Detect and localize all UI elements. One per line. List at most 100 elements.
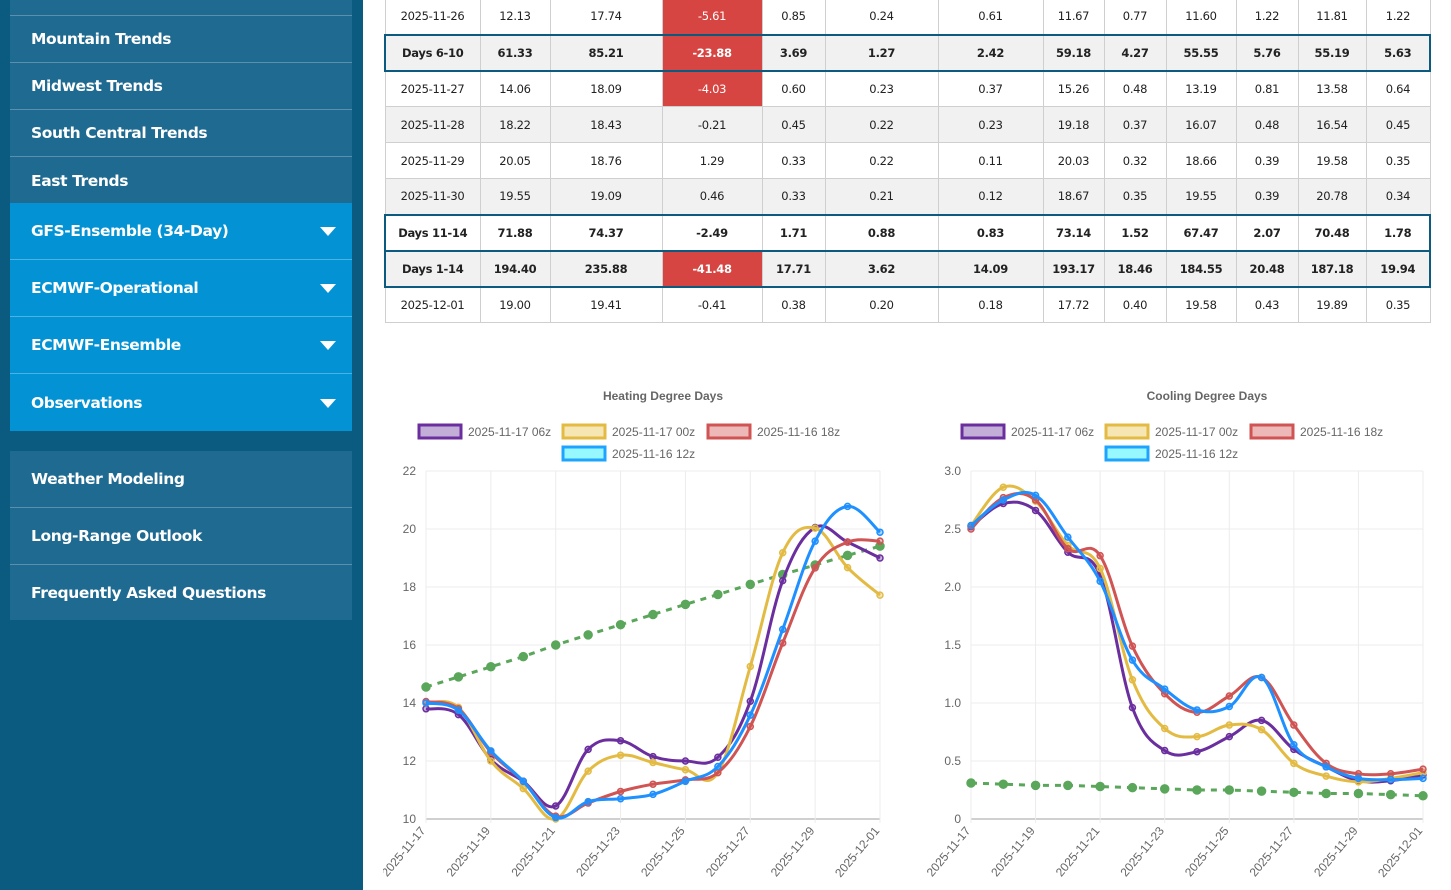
data-point[interactable] bbox=[1321, 788, 1331, 799]
data-point[interactable] bbox=[1160, 724, 1169, 733]
data-point[interactable] bbox=[746, 711, 755, 719]
data-point[interactable] bbox=[811, 564, 819, 572]
data-point[interactable] bbox=[1031, 506, 1040, 515]
data-point[interactable] bbox=[584, 745, 592, 754]
data-point[interactable] bbox=[486, 662, 496, 672]
data-point[interactable] bbox=[487, 757, 495, 765]
data-point[interactable] bbox=[1419, 765, 1427, 773]
data-point[interactable] bbox=[811, 537, 819, 545]
data-point[interactable] bbox=[811, 524, 819, 532]
data-point[interactable] bbox=[551, 813, 560, 822]
nav-item-long-range-outlook[interactable]: Long-Range Outlook bbox=[10, 508, 352, 565]
data-point[interactable] bbox=[1386, 775, 1395, 784]
data-point[interactable] bbox=[1159, 784, 1170, 794]
legend-item[interactable]: 2025-11-16 12z bbox=[561, 445, 695, 462]
data-point[interactable] bbox=[713, 589, 723, 600]
data-point[interactable] bbox=[1289, 787, 1299, 798]
data-point[interactable] bbox=[584, 797, 592, 806]
data-point[interactable] bbox=[1322, 763, 1330, 771]
data-point[interactable] bbox=[1128, 656, 1137, 664]
data-point[interactable] bbox=[1225, 721, 1234, 729]
legend-item[interactable]: 2025-11-17 00z bbox=[1104, 423, 1238, 440]
data-point[interactable] bbox=[1256, 786, 1267, 796]
data-point[interactable] bbox=[778, 639, 787, 647]
data-point[interactable] bbox=[681, 757, 690, 765]
data-point[interactable] bbox=[1290, 721, 1298, 729]
data-point[interactable] bbox=[422, 699, 430, 707]
data-point[interactable] bbox=[519, 777, 528, 786]
data-point[interactable] bbox=[1096, 577, 1104, 585]
data-point[interactable] bbox=[1064, 544, 1072, 553]
nav-item-midwest-trends[interactable]: Midwest Trends bbox=[10, 63, 352, 110]
data-point[interactable] bbox=[843, 502, 852, 511]
data-point[interactable] bbox=[1030, 780, 1041, 791]
data-point[interactable] bbox=[745, 579, 756, 590]
data-point[interactable] bbox=[1418, 791, 1428, 801]
data-point[interactable] bbox=[967, 521, 975, 530]
data-point[interactable] bbox=[649, 758, 657, 767]
data-point[interactable] bbox=[1385, 789, 1396, 800]
data-point[interactable] bbox=[876, 591, 884, 599]
data-point[interactable] bbox=[1419, 774, 1427, 783]
caret-down-icon[interactable] bbox=[320, 227, 336, 236]
data-point[interactable] bbox=[1257, 673, 1266, 682]
data-point[interactable] bbox=[681, 777, 690, 786]
data-point[interactable] bbox=[1225, 732, 1234, 741]
data-point[interactable] bbox=[746, 722, 755, 731]
data-point[interactable] bbox=[1127, 782, 1138, 793]
data-point[interactable] bbox=[1063, 780, 1073, 791]
data-point[interactable] bbox=[998, 779, 1009, 789]
data-point[interactable] bbox=[1354, 774, 1363, 783]
nav-item-weather-modeling[interactable]: Weather Modeling bbox=[10, 451, 352, 508]
data-point[interactable] bbox=[1193, 732, 1201, 741]
data-point[interactable] bbox=[876, 537, 884, 545]
data-point[interactable] bbox=[1095, 781, 1105, 792]
data-point[interactable] bbox=[616, 751, 625, 759]
data-point[interactable] bbox=[487, 747, 495, 755]
data-point[interactable] bbox=[518, 651, 529, 662]
data-point[interactable] bbox=[876, 528, 884, 536]
data-point[interactable] bbox=[1096, 551, 1104, 560]
data-point[interactable] bbox=[843, 538, 852, 546]
legend-item[interactable]: 2025-11-16 18z bbox=[706, 423, 840, 440]
data-point[interactable] bbox=[1160, 685, 1169, 693]
data-point[interactable] bbox=[746, 697, 755, 706]
caret-down-icon[interactable] bbox=[320, 341, 336, 350]
data-point[interactable] bbox=[714, 762, 722, 771]
data-point[interactable] bbox=[681, 765, 690, 774]
data-point[interactable] bbox=[876, 554, 884, 562]
data-point[interactable] bbox=[1225, 692, 1234, 700]
nav-item-ecmwf-ensemble[interactable]: ECMWF-Ensemble bbox=[10, 317, 352, 374]
nav-item-previous[interactable] bbox=[10, 0, 352, 16]
data-point[interactable] bbox=[966, 778, 976, 788]
data-point[interactable] bbox=[1128, 676, 1137, 684]
data-point[interactable] bbox=[583, 630, 593, 640]
data-point[interactable] bbox=[453, 672, 464, 682]
data-point[interactable] bbox=[648, 609, 658, 620]
nav-item-mountain-trends[interactable]: Mountain Trends bbox=[10, 16, 352, 63]
legend-item[interactable]: 2025-11-16 12z bbox=[1104, 445, 1238, 462]
data-point[interactable] bbox=[778, 549, 787, 557]
nav-item-east-trends[interactable]: East Trends bbox=[10, 157, 352, 204]
nav-item-faq[interactable]: Frequently Asked Questions bbox=[10, 565, 352, 620]
data-point[interactable] bbox=[778, 625, 787, 634]
data-point[interactable] bbox=[454, 706, 463, 714]
data-point[interactable] bbox=[615, 619, 626, 630]
data-point[interactable] bbox=[1257, 725, 1266, 734]
data-point[interactable] bbox=[1224, 785, 1235, 795]
data-point[interactable] bbox=[584, 767, 592, 775]
legend-item[interactable]: 2025-11-17 06z bbox=[960, 423, 1094, 440]
caret-down-icon[interactable] bbox=[320, 284, 336, 293]
data-point[interactable] bbox=[616, 794, 625, 803]
data-point[interactable] bbox=[843, 563, 852, 572]
caret-down-icon[interactable] bbox=[320, 398, 336, 408]
data-point[interactable] bbox=[616, 787, 625, 796]
data-point[interactable] bbox=[1128, 642, 1137, 650]
data-point[interactable] bbox=[1160, 746, 1169, 755]
data-point[interactable] bbox=[999, 483, 1008, 491]
data-point[interactable] bbox=[1225, 702, 1234, 711]
data-point[interactable] bbox=[842, 550, 853, 561]
data-point[interactable] bbox=[1193, 747, 1201, 756]
data-point[interactable] bbox=[519, 784, 528, 793]
data-point[interactable] bbox=[778, 576, 787, 585]
